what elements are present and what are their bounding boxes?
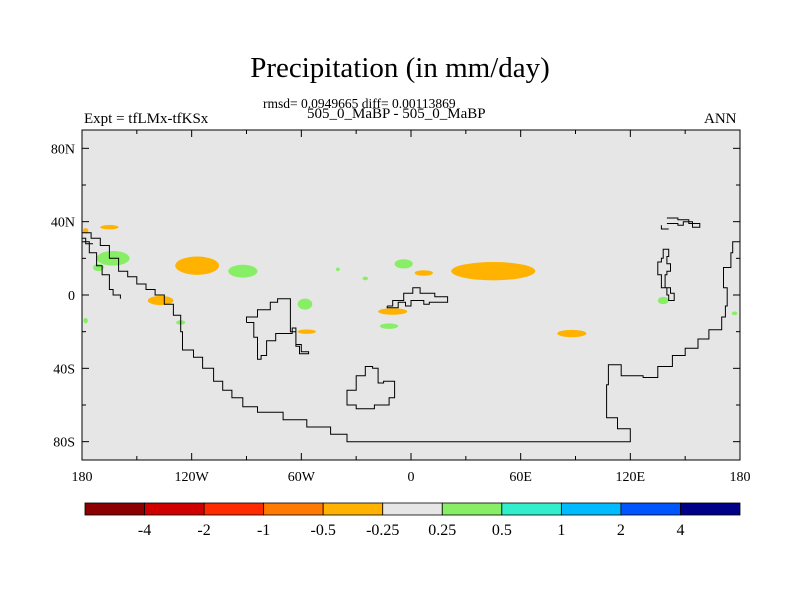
anomaly-region bbox=[379, 323, 399, 329]
coastline bbox=[386, 287, 449, 309]
colorbar-swatch bbox=[84, 502, 145, 516]
x-tick-label: 180 bbox=[72, 470, 93, 485]
x-tick-label: 120E bbox=[616, 470, 646, 485]
experiment-label: Expt = tfLMx-tfKSx bbox=[84, 111, 209, 127]
colorbar-swatch bbox=[620, 502, 681, 516]
colorbar-swatch bbox=[322, 502, 384, 516]
anomaly-region bbox=[362, 276, 369, 281]
axis-ticks: 180 120W 60W 0 60E 120E 180 80N 40N 0 40S 80S bbox=[51, 130, 751, 485]
colorbar-label: 1 bbox=[557, 522, 565, 539]
anomaly-region bbox=[414, 270, 433, 276]
period-label: 505_0_MaBP - 505_0_MaBP bbox=[307, 106, 486, 122]
colorbar: -4 -2 -1 -0.5 -0.25 0.25 0.5 1 2 4 bbox=[84, 502, 741, 539]
anomaly-region bbox=[175, 256, 220, 275]
colorbar-swatch bbox=[263, 502, 324, 516]
anomaly-region bbox=[147, 295, 174, 306]
coastline bbox=[82, 237, 93, 245]
coastline bbox=[666, 217, 701, 228]
anomaly-region bbox=[100, 224, 119, 230]
colorbar-swatch bbox=[501, 502, 562, 516]
anomaly-region bbox=[451, 262, 536, 281]
colorbar-label: -4 bbox=[138, 522, 151, 539]
coastline bbox=[660, 225, 669, 230]
x-tick-label: 180 bbox=[730, 470, 751, 485]
colorbar-swatch bbox=[680, 502, 741, 516]
coastline bbox=[657, 248, 675, 301]
colorbar-swatch bbox=[144, 502, 205, 516]
anomaly-region bbox=[394, 259, 413, 269]
coastline bbox=[82, 232, 740, 443]
continent-outlines bbox=[82, 217, 740, 443]
x-tick-label: 120W bbox=[175, 470, 210, 485]
anomaly-region bbox=[336, 267, 340, 272]
x-tick-label: 60E bbox=[509, 470, 532, 485]
coastline bbox=[346, 366, 396, 410]
colorbar-label: 0.25 bbox=[428, 522, 456, 539]
chart-subtitle: rmsd= 0.0949665 diff= 0.00113869 bbox=[263, 96, 456, 111]
colorbar-swatch bbox=[382, 502, 443, 516]
colorbar-label: -2 bbox=[197, 522, 210, 539]
y-tick-label: 80N bbox=[51, 142, 75, 157]
y-tick-label: 0 bbox=[68, 289, 75, 304]
y-tick-label: 80S bbox=[53, 436, 75, 451]
anomaly-region bbox=[657, 296, 669, 305]
plot-background bbox=[82, 130, 740, 460]
colorbar-label: -0.5 bbox=[311, 522, 336, 539]
colorbar-label: -1 bbox=[257, 522, 270, 539]
anomaly-region bbox=[228, 264, 258, 278]
x-tick-label: 60W bbox=[288, 470, 316, 485]
anomaly-region bbox=[297, 329, 316, 334]
anomaly-region bbox=[83, 317, 88, 324]
colorbar-swatch bbox=[441, 502, 503, 516]
colorbar-label: 0.5 bbox=[492, 522, 512, 539]
colorbar-label: 2 bbox=[617, 522, 625, 539]
colorbar-label: 4 bbox=[676, 522, 684, 539]
coastline bbox=[246, 298, 310, 360]
y-tick-label: 40S bbox=[53, 362, 75, 377]
coastline bbox=[82, 241, 121, 299]
x-tick-label: 0 bbox=[408, 470, 415, 485]
anomaly-region bbox=[731, 311, 738, 316]
colorbar-label: -0.25 bbox=[366, 522, 399, 539]
anomaly-region bbox=[378, 308, 408, 315]
anomaly-region bbox=[297, 298, 313, 310]
season-label: ANN bbox=[704, 111, 737, 127]
y-tick-label: 40N bbox=[51, 216, 75, 231]
colorbar-swatch bbox=[560, 502, 622, 516]
colorbar-swatch bbox=[203, 502, 265, 516]
anomaly-region bbox=[557, 329, 587, 338]
chart-title: Precipitation (in mm/day) bbox=[250, 52, 550, 84]
